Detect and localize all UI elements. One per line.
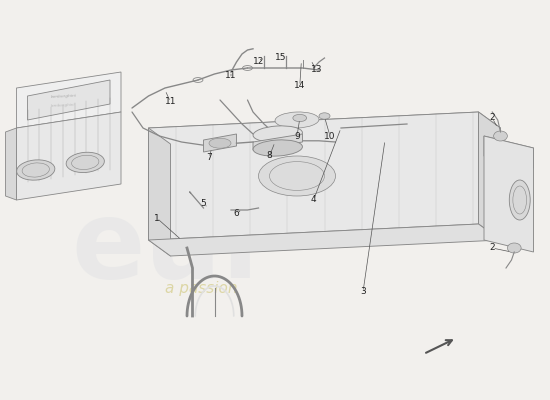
Polygon shape — [204, 134, 236, 152]
Polygon shape — [484, 136, 534, 168]
Text: 11: 11 — [226, 72, 236, 80]
Text: 13: 13 — [311, 66, 322, 74]
Text: 14: 14 — [294, 82, 305, 90]
Text: 5: 5 — [201, 200, 206, 208]
Polygon shape — [478, 112, 500, 240]
Ellipse shape — [209, 138, 231, 148]
Polygon shape — [16, 72, 121, 128]
Text: 9: 9 — [294, 132, 300, 140]
Ellipse shape — [507, 243, 521, 253]
Ellipse shape — [275, 112, 319, 128]
Text: 2: 2 — [490, 114, 495, 122]
Polygon shape — [16, 112, 121, 200]
Text: a passion: a passion — [165, 280, 238, 296]
Text: 8: 8 — [267, 152, 272, 160]
Ellipse shape — [293, 114, 307, 122]
Text: 6: 6 — [234, 210, 239, 218]
Polygon shape — [253, 134, 302, 150]
Text: eur: eur — [72, 195, 276, 301]
Text: 15: 15 — [275, 54, 286, 62]
Polygon shape — [28, 80, 110, 120]
Ellipse shape — [253, 140, 302, 156]
Polygon shape — [148, 224, 500, 256]
Polygon shape — [148, 128, 170, 256]
Text: 2: 2 — [490, 244, 495, 252]
Ellipse shape — [16, 160, 55, 180]
Text: 7: 7 — [206, 154, 212, 162]
Ellipse shape — [319, 113, 330, 119]
Ellipse shape — [258, 156, 336, 196]
Text: 4: 4 — [311, 196, 316, 204]
Text: 1: 1 — [154, 214, 160, 222]
Text: 3: 3 — [360, 288, 366, 296]
Text: lamborghini: lamborghini — [50, 94, 76, 100]
Ellipse shape — [66, 152, 104, 172]
Ellipse shape — [509, 180, 530, 220]
Polygon shape — [148, 112, 478, 240]
Ellipse shape — [253, 126, 302, 142]
Polygon shape — [148, 112, 500, 144]
Text: 12: 12 — [253, 58, 264, 66]
Ellipse shape — [494, 131, 507, 141]
Text: 11: 11 — [165, 98, 176, 106]
Polygon shape — [484, 136, 534, 252]
Text: 10: 10 — [324, 132, 336, 140]
Polygon shape — [6, 128, 16, 200]
Text: lamborghini: lamborghini — [51, 102, 76, 108]
